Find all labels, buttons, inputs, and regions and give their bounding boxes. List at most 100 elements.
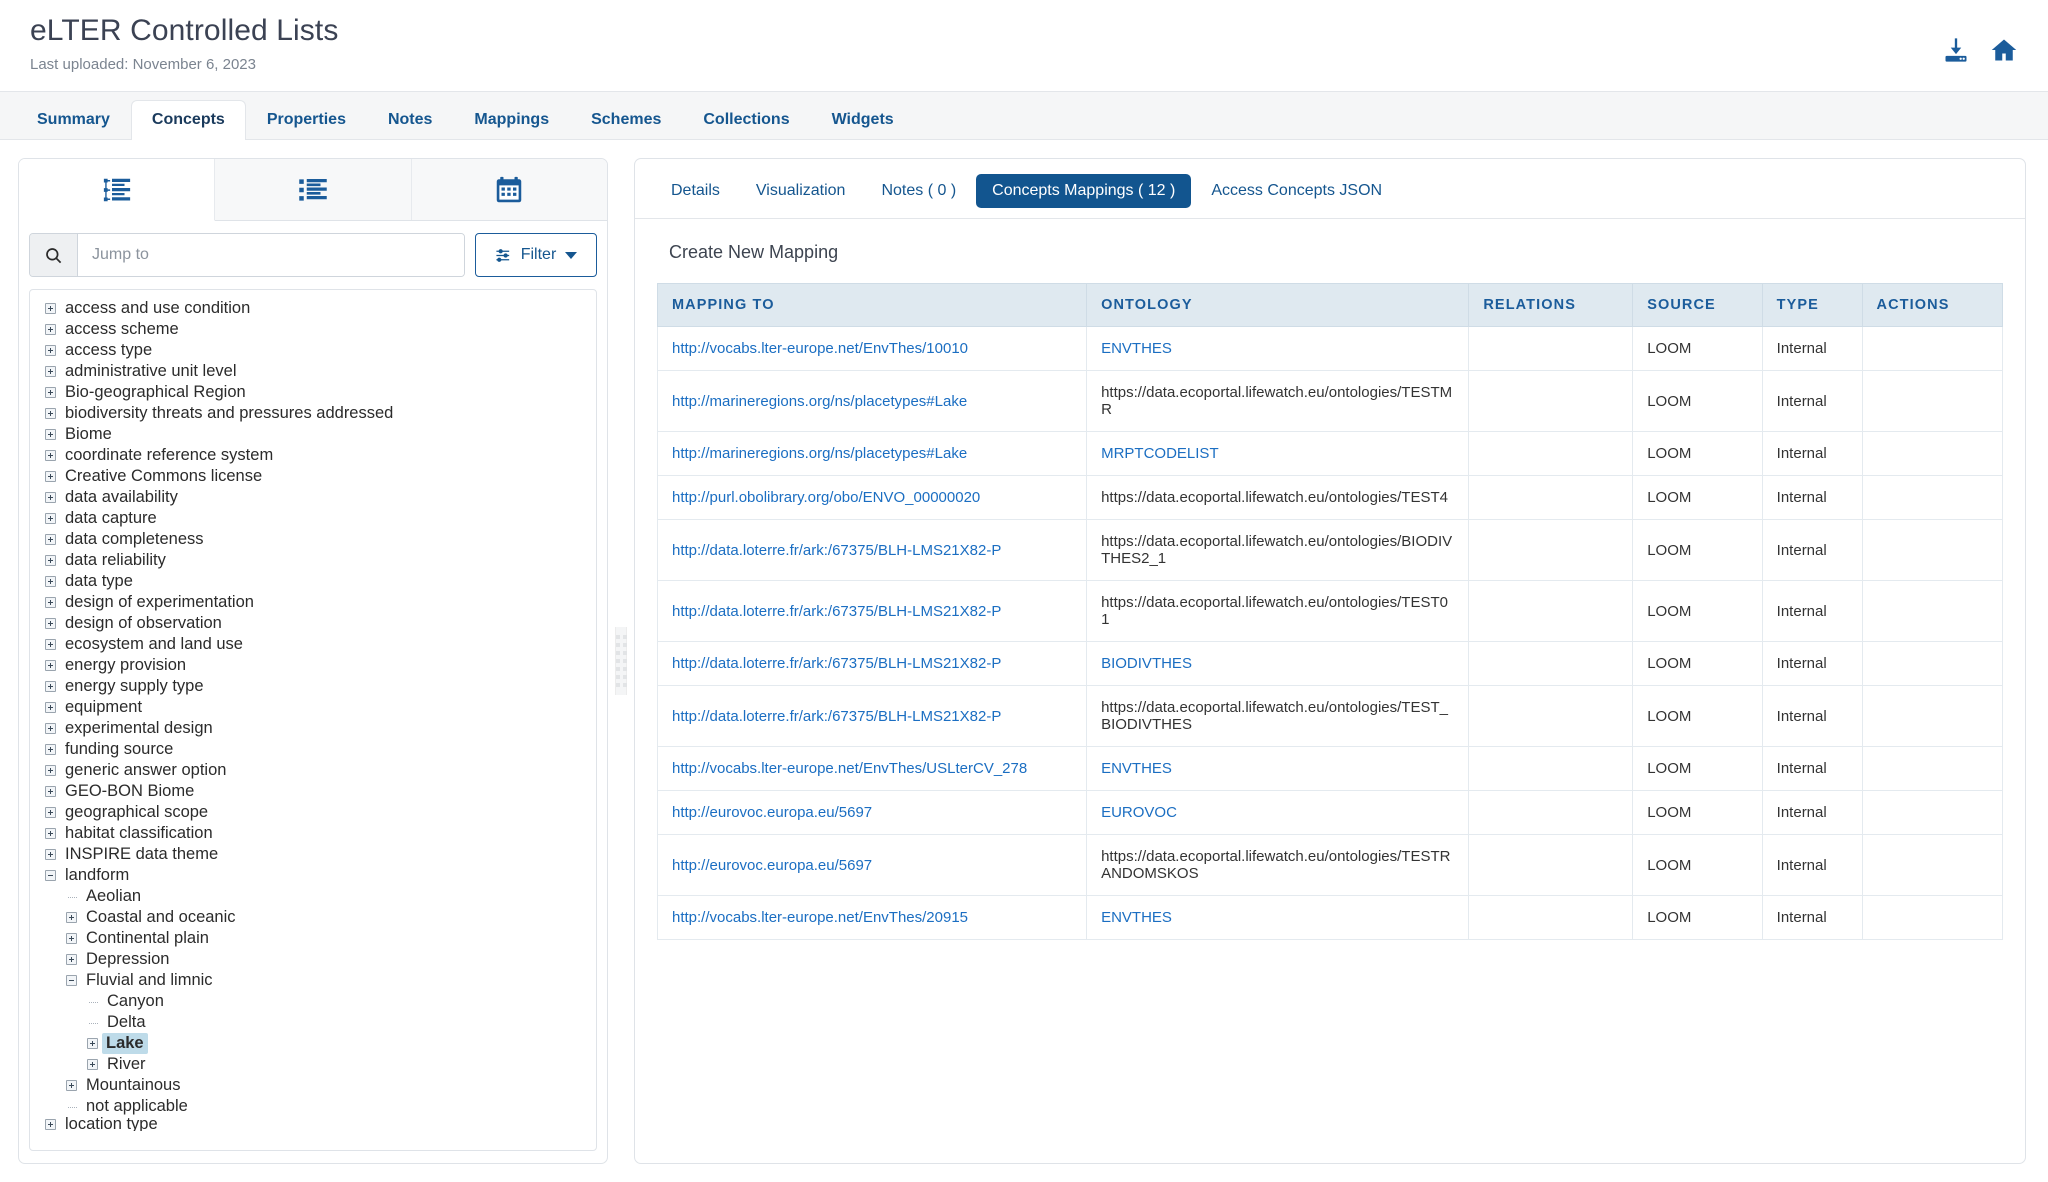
tree-expand-icon[interactable] (40, 550, 60, 571)
tree-collapse-icon[interactable] (61, 970, 81, 991)
tree-node[interactable]: Delta (30, 1012, 596, 1033)
tree-expand-icon[interactable] (40, 739, 60, 760)
tree-expand-icon[interactable] (40, 487, 60, 508)
tree-expand-icon[interactable] (40, 340, 60, 361)
tree-node[interactable]: data reliability (30, 550, 596, 571)
tab-notes-count[interactable]: Notes ( 0 ) (881, 181, 957, 199)
tree-expand-icon[interactable] (61, 907, 81, 928)
tree-node[interactable]: Aeolian (30, 886, 596, 907)
cell-actions[interactable] (1861, 431, 2004, 476)
tree-expand-icon[interactable] (40, 634, 60, 655)
tab-access-concepts-json[interactable]: Access Concepts JSON (1211, 181, 1383, 199)
tab-notes[interactable]: Notes (387, 111, 433, 128)
ontology-link[interactable]: ENVTHES (1101, 909, 1172, 926)
tree-node[interactable]: Fluvial and limnic (30, 970, 596, 991)
tree-node-label[interactable]: data capture (65, 509, 157, 527)
search-input[interactable] (78, 234, 464, 276)
mapping-to-link[interactable]: http://purl.obolibrary.org/obo/ENVO_0000… (672, 489, 981, 506)
cell-actions[interactable] (1861, 685, 2004, 747)
tree-node[interactable]: experimental design (30, 718, 596, 739)
tree-node[interactable]: landform (30, 865, 596, 886)
panel-splitter[interactable] (608, 158, 634, 1164)
splitter-grip[interactable] (615, 627, 627, 695)
tree-node-label[interactable]: Creative Commons license (65, 467, 263, 485)
tree-view-icon[interactable] (19, 159, 216, 221)
mapping-to-link[interactable]: http://data.loterre.fr/ark:/67375/BLH-LM… (672, 541, 1002, 559)
tree-node[interactable]: INSPIRE data theme (30, 844, 596, 865)
tree-expand-icon[interactable] (40, 676, 60, 697)
tree-expand-icon[interactable] (40, 529, 60, 550)
tree-node-label[interactable]: access and use condition (65, 299, 251, 317)
tree-node-label[interactable]: ecosystem and land use (65, 635, 243, 653)
tree-node[interactable]: Continental plain (30, 928, 596, 949)
tree-expand-icon[interactable] (40, 592, 60, 613)
tree-node[interactable]: Canyon (30, 991, 596, 1012)
tree-node[interactable]: geographical scope (30, 802, 596, 823)
tree-expand-icon[interactable] (40, 361, 60, 382)
tree-node[interactable]: energy supply type (30, 676, 596, 697)
mapping-to-link[interactable]: http://data.loterre.fr/ark:/67375/BLH-LM… (672, 707, 1002, 725)
tree-node-label[interactable]: geographical scope (65, 803, 209, 821)
tree-node[interactable]: Creative Commons license (30, 466, 596, 487)
list-view-icon[interactable] (215, 159, 412, 220)
tree-node-label[interactable]: data completeness (65, 530, 204, 548)
tree-node-label[interactable]: generic answer option (65, 761, 227, 779)
tree-node[interactable]: Mountainous (30, 1075, 596, 1096)
tree-node-label[interactable]: access scheme (65, 320, 179, 338)
tree-node[interactable]: Depression (30, 949, 596, 970)
tree-expand-icon[interactable] (40, 1117, 60, 1131)
tree-expand-icon[interactable] (61, 949, 81, 970)
tree-node-label[interactable]: location type (65, 1117, 158, 1131)
ontology-link[interactable]: MRPTCODELIST (1101, 445, 1219, 462)
tree-expand-icon[interactable] (40, 445, 60, 466)
tree-expand-icon[interactable] (40, 382, 60, 403)
concept-tree-container[interactable]: access and use condition access scheme acc… (29, 289, 597, 1151)
tree-node[interactable]: data type (30, 571, 596, 592)
tree-node-label[interactable]: Canyon (107, 992, 164, 1010)
tree-node-label[interactable]: biodiversity threats and pressures addre… (65, 404, 394, 422)
tree-expand-icon[interactable] (40, 718, 60, 739)
tab-widgets[interactable]: Widgets (831, 111, 894, 128)
tree-node-label[interactable]: Lake (102, 1033, 148, 1054)
cell-actions[interactable] (1861, 790, 2004, 835)
tree-node-label[interactable]: data reliability (65, 551, 166, 569)
tree-node-label[interactable]: Mountainous (86, 1076, 181, 1094)
tab-concepts[interactable]: Concepts (130, 100, 246, 140)
tree-expand-icon[interactable] (40, 760, 60, 781)
tree-expand-icon[interactable] (40, 298, 60, 319)
tree-expand-icon[interactable] (40, 571, 60, 592)
tree-node-label[interactable]: GEO-BON Biome (65, 782, 195, 800)
tree-node[interactable]: habitat classification (30, 823, 596, 844)
tree-expand-icon[interactable] (40, 319, 60, 340)
tree-node[interactable]: generic answer option (30, 760, 596, 781)
tree-expand-icon[interactable] (61, 928, 81, 949)
mapping-to-link[interactable]: http://vocabs.lter-europe.net/EnvThes/US… (672, 760, 1028, 777)
tree-node[interactable]: ecosystem and land use (30, 634, 596, 655)
tab-visualization[interactable]: Visualization (755, 181, 846, 199)
tree-node-label[interactable]: funding source (65, 740, 174, 758)
tree-node[interactable]: funding source (30, 739, 596, 760)
tab-properties[interactable]: Properties (266, 111, 346, 128)
mapping-to-link[interactable]: http://marineregions.org/ns/placetypes#L… (672, 445, 968, 462)
tree-node-label[interactable]: equipment (65, 698, 143, 716)
tree-node[interactable]: biodiversity threats and pressures addre… (30, 403, 596, 424)
tree-node-label[interactable]: design of observation (65, 614, 222, 632)
cell-actions[interactable] (1861, 326, 2004, 371)
tree-node[interactable]: River (30, 1054, 596, 1075)
tree-node[interactable]: GEO-BON Biome (30, 781, 596, 802)
cell-actions[interactable] (1861, 519, 2004, 581)
cell-actions[interactable] (1861, 834, 2004, 896)
mapping-to-link[interactable]: http://vocabs.lter-europe.net/EnvThes/10… (672, 340, 969, 357)
mapping-to-link[interactable]: http://eurovoc.europa.eu/5697 (672, 856, 873, 874)
tree-node-label[interactable]: not applicable (86, 1097, 188, 1115)
tree-node[interactable]: location type (30, 1117, 596, 1131)
tree-expand-icon[interactable] (82, 1054, 102, 1075)
calendar-icon[interactable] (412, 159, 607, 220)
tree-node[interactable]: access and use condition (30, 298, 596, 319)
tree-node[interactable]: access scheme (30, 319, 596, 340)
tree-node-label[interactable]: design of experimentation (65, 593, 254, 611)
tree-node-label[interactable]: Bio-geographical Region (65, 383, 246, 401)
tree-expand-icon[interactable] (40, 424, 60, 445)
ontology-link[interactable]: ENVTHES (1101, 760, 1172, 777)
tree-node-label[interactable]: Delta (107, 1013, 146, 1031)
